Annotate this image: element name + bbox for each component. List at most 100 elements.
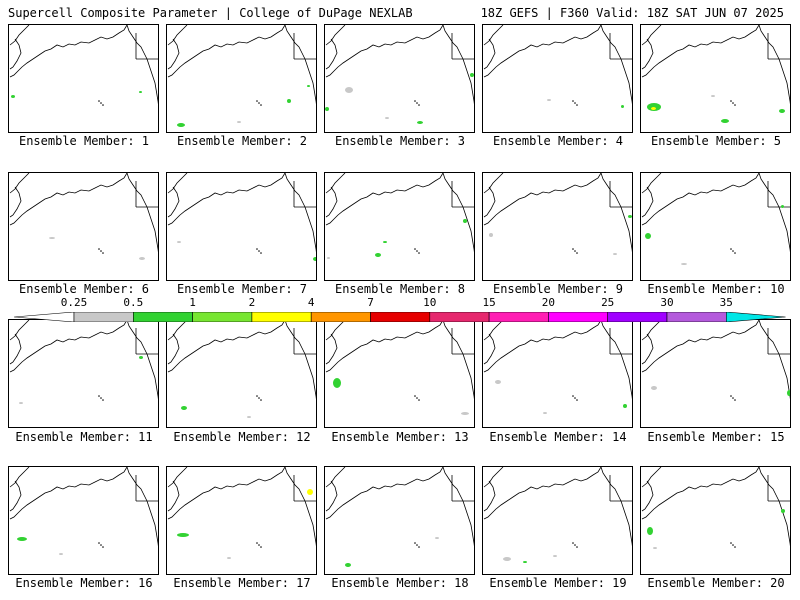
ensemble-map-panel [324,319,475,428]
ensemble-member-label: Ensemble Member: 1 [18,134,150,148]
ensemble-map-panel [8,319,159,428]
ensemble-member-label: Ensemble Member: 12 [173,430,311,444]
scp-contour [787,390,790,396]
scp-contour [181,406,187,410]
map-coastline [325,467,474,567]
ensemble-member-label: Ensemble Member: 20 [647,576,785,590]
scp-contour [59,553,63,555]
colorbar-segment [251,312,312,322]
map-title: Supercell Composite Parameter | College … [8,6,413,20]
ensemble-map-panel [482,466,633,575]
ensemble-map-panel [640,319,791,428]
colorbar-tick-label: 20 [541,296,556,309]
scp-contour [19,402,23,404]
colorbar-segment [192,312,253,322]
colorbar-tick-label: 35 [719,296,733,309]
ensemble-map-panel [166,24,317,133]
ensemble-member-label: Ensemble Member: 17 [173,576,311,590]
scp-contour [779,109,785,113]
scp-contour [543,412,547,414]
colorbar-tick-label: 10 [423,296,437,309]
ensemble-map-panel [8,466,159,575]
colorbar-segment [310,312,371,322]
scp-contour [781,509,785,513]
scp-contour [523,561,527,563]
scp-contour [628,215,632,218]
scp-contour [237,121,241,123]
ensemble-map-panel [324,172,475,281]
colorbar-tick-label: 1 [189,296,196,309]
map-coastline [9,467,158,555]
map-coastline [325,173,474,259]
ensemble-member-label: Ensemble Member: 10 [647,282,785,296]
map-coastline [167,320,316,418]
scp-contour [417,121,423,124]
colorbar-tick-label: 2 [248,296,256,309]
scp-contour [383,241,387,243]
map-coastline [483,173,632,255]
scp-contour [345,87,353,93]
colorbar-tick-label: 25 [601,296,615,309]
colorbar-segment [548,312,609,322]
map-coastline [483,467,632,563]
model-valid-time: 18Z GEFS | F360 Valid: 18Z SAT JUN 07 20… [480,6,784,20]
scp-contour [177,241,181,243]
ensemble-member-label: Ensemble Member: 16 [15,576,153,590]
ensemble-map-panel [640,466,791,575]
scp-contour [613,253,617,255]
ensemble-member-label: Ensemble Member: 15 [647,430,785,444]
scp-contour [721,119,729,123]
ensemble-member-label: Ensemble Member: 7 [176,282,308,296]
ensemble-map-panel [8,24,159,133]
scp-contour [435,537,439,539]
ensemble-map-panel [8,172,159,281]
ensemble-map-panel [640,172,791,281]
ensemble-member-label: Ensemble Member: 2 [176,134,308,148]
ensemble-map-panel [482,172,633,281]
scp-contour [11,95,15,98]
ensemble-member-label: Ensemble Member: 18 [331,576,469,590]
colorbar-tick-label: 15 [482,296,496,309]
colorbar-tick-label: 4 [307,296,315,309]
scp-contour [503,557,511,561]
scp-contour [651,107,656,110]
ensemble-map-panel [324,466,475,575]
ensemble-map-panel [640,24,791,133]
ensemble-member-label: Ensemble Member: 9 [492,282,624,296]
colorbar-segment [607,312,668,322]
ensemble-member-label: Ensemble Member: 4 [492,134,624,148]
scp-contour [345,563,351,567]
scp-contour [463,219,467,223]
scp-contour [470,73,474,77]
map-coastline [483,320,632,414]
map-coastline [167,173,316,261]
scp-contour [177,533,189,537]
scp-contour [325,107,329,111]
map-coastline [641,25,790,123]
colorbar-segment [370,312,431,322]
ensemble-member-label: Ensemble Member: 19 [489,576,627,590]
ensemble-member-label: Ensemble Member: 6 [18,282,150,296]
scp-contour [287,99,291,103]
scp-contour [653,547,657,549]
ensemble-member-label: Ensemble Member: 8 [334,282,466,296]
scp-contour [645,233,651,239]
colorbar-segment [429,312,490,322]
scp-contour [227,557,231,559]
ensemble-member-label: Ensemble Member: 5 [650,134,782,148]
map-coastline [641,173,790,265]
colorbar-tick-label: 30 [660,296,674,309]
map-coastline [167,467,316,559]
scp-contour [307,85,310,87]
scp-contour [139,91,142,93]
ensemble-member-label: Ensemble Member: 14 [489,430,627,444]
map-coastline [483,25,632,108]
scp-contour [647,527,653,535]
scp-contour [781,205,784,208]
colorbar-min-arrow [14,312,75,322]
scp-contour [553,555,557,557]
color-scale-bar [14,312,786,322]
map-coastline [167,25,316,127]
colorbar-tick-label: 0.25 [60,296,88,309]
scp-contour [651,386,657,390]
